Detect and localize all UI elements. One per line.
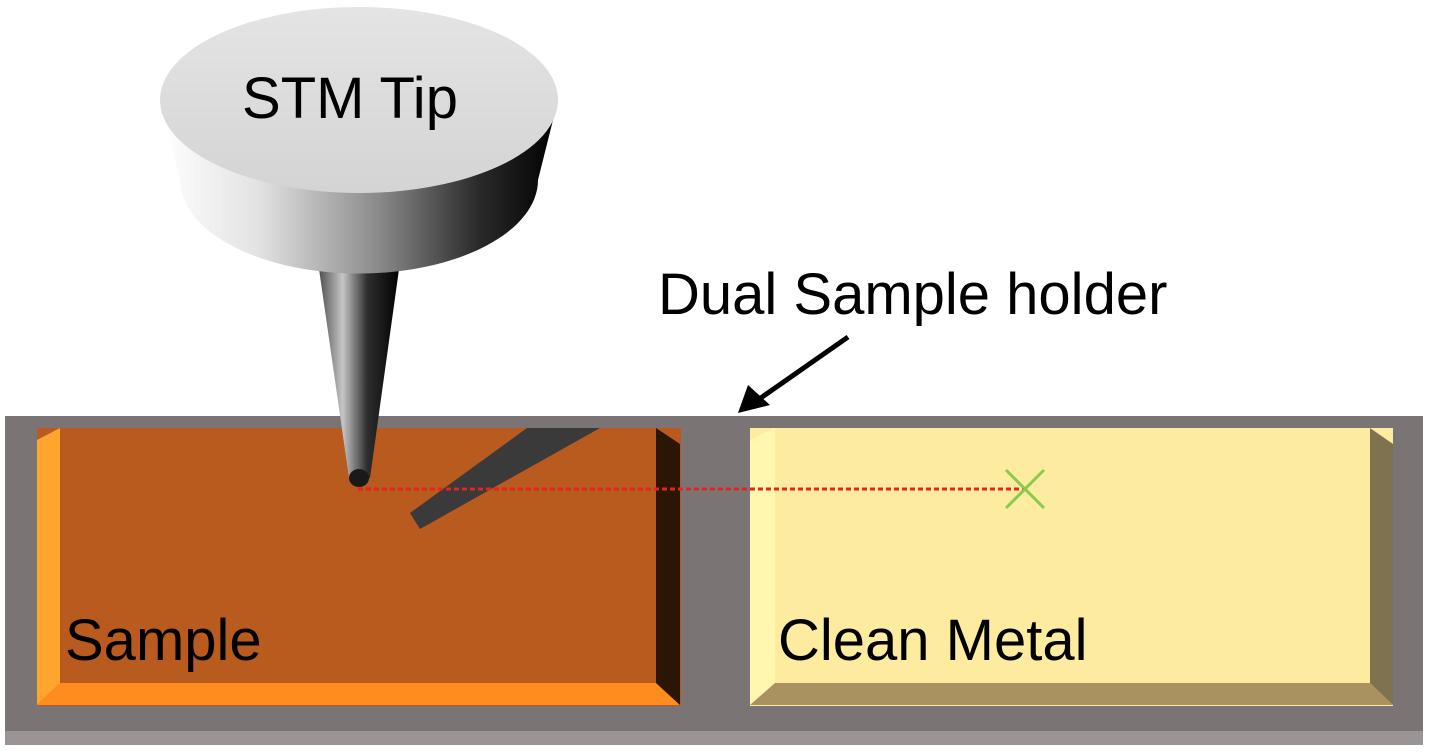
- sample-block: [37, 428, 681, 706]
- metal-label: Clean Metal: [778, 608, 1087, 673]
- metal-bevel-left: [750, 428, 775, 705]
- sample-bevel-right: [656, 428, 680, 705]
- sample-surface-slash: [410, 428, 600, 529]
- sample-bevel-left: [37, 428, 60, 705]
- tip-cylinder-top: [160, 7, 558, 193]
- tip-cone: [318, 262, 400, 478]
- metal-face: [750, 428, 1393, 706]
- stm-tip: STM Tip: [160, 7, 558, 487]
- holder-bottom-edge: [5, 731, 1423, 745]
- arrow-icon: [738, 334, 850, 413]
- x-mark-icon: [1004, 468, 1046, 510]
- metal-block: [750, 428, 1393, 706]
- sample-label: Sample: [65, 608, 262, 673]
- metal-bevel-right: [1370, 428, 1393, 705]
- tip-apex: [349, 469, 369, 487]
- metal-bevel-bottom: [750, 683, 1393, 705]
- holder-label: Dual Sample holder: [658, 262, 1167, 327]
- tip-label: STM Tip: [242, 66, 458, 131]
- sample-bevel-bottom: [37, 683, 680, 705]
